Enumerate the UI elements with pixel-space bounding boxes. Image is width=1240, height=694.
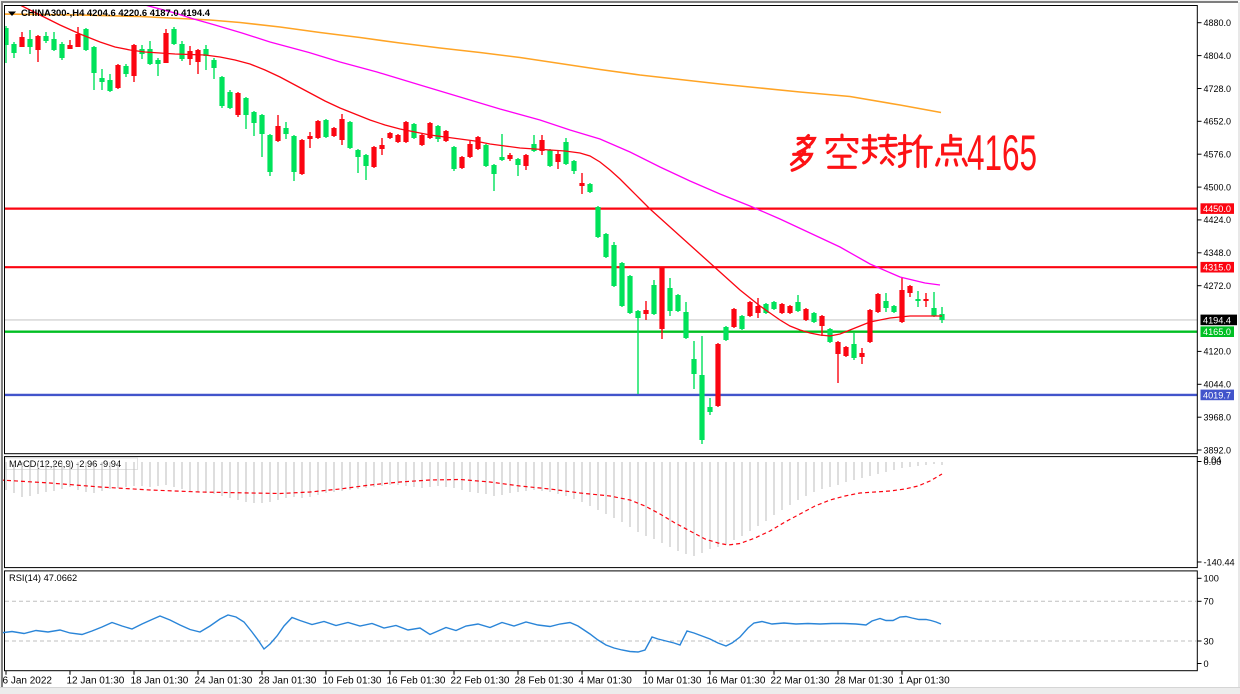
svg-text:28 Jan 01:30: 28 Jan 01:30 [259,676,317,687]
svg-text:0: 0 [1204,659,1209,669]
svg-text:24 Jan 01:30: 24 Jan 01:30 [195,676,253,687]
svg-text:RSI(14) 47.0662: RSI(14) 47.0662 [9,573,77,583]
svg-text:4194.4: 4194.4 [1203,315,1231,325]
svg-text:6 Jan 2022: 6 Jan 2022 [3,676,53,687]
svg-text:28 Feb 01:30: 28 Feb 01:30 [515,676,574,687]
svg-text:CHINA300-,H4 4204.6 4220.6 41: CHINA300-,H4 4204.6 4220.6 4187.0 4194.4 [21,8,211,18]
svg-text:4348.0: 4348.0 [1204,248,1232,258]
svg-text:4880.0: 4880.0 [1204,18,1232,28]
svg-text:4019.7: 4019.7 [1203,390,1231,400]
svg-text:12 Jan 01:30: 12 Jan 01:30 [67,676,125,687]
svg-text:22 Feb 01:30: 22 Feb 01:30 [451,676,510,687]
svg-text:16 Feb 01:30: 16 Feb 01:30 [387,676,446,687]
svg-text:22 Mar 01:30: 22 Mar 01:30 [771,676,830,687]
svg-text:4165: 4165 [967,125,1037,181]
svg-text:-140.44: -140.44 [1204,558,1235,568]
svg-text:4804.0: 4804.0 [1204,51,1232,61]
svg-text:4 Mar 01:30: 4 Mar 01:30 [579,676,633,687]
svg-text:8.04: 8.04 [1204,455,1222,465]
svg-text:28 Mar 01:30: 28 Mar 01:30 [835,676,894,687]
svg-text:4120.0: 4120.0 [1204,347,1232,357]
svg-text:10 Feb 01:30: 10 Feb 01:30 [323,676,382,687]
svg-text:16 Mar 01:30: 16 Mar 01:30 [707,676,766,687]
svg-text:3892.0: 3892.0 [1204,445,1232,455]
svg-text:4576.0: 4576.0 [1204,150,1232,160]
svg-text:4500.0: 4500.0 [1204,182,1232,192]
svg-text:70: 70 [1204,597,1214,607]
svg-text:4165.0: 4165.0 [1203,327,1231,337]
svg-text:10 Mar 01:30: 10 Mar 01:30 [643,676,702,687]
svg-text:3968.0: 3968.0 [1204,413,1232,423]
svg-text:30: 30 [1204,636,1214,646]
svg-text:4272.0: 4272.0 [1204,281,1232,291]
svg-text:100: 100 [1204,574,1219,584]
svg-text:18 Jan 01:30: 18 Jan 01:30 [131,676,189,687]
svg-text:4652.0: 4652.0 [1204,117,1232,127]
svg-text:1 Apr 01:30: 1 Apr 01:30 [899,676,951,687]
svg-text:4424.0: 4424.0 [1204,215,1232,225]
svg-text:4044.0: 4044.0 [1204,380,1232,390]
svg-text:0.00: 0.00 [1204,457,1222,467]
svg-text:4728.0: 4728.0 [1204,84,1232,94]
svg-text:4450.0: 4450.0 [1203,204,1231,214]
svg-text:MACD(12,26,9) -2.96 -9.94: MACD(12,26,9) -2.96 -9.94 [9,459,121,469]
svg-text:4315.0: 4315.0 [1203,263,1231,273]
